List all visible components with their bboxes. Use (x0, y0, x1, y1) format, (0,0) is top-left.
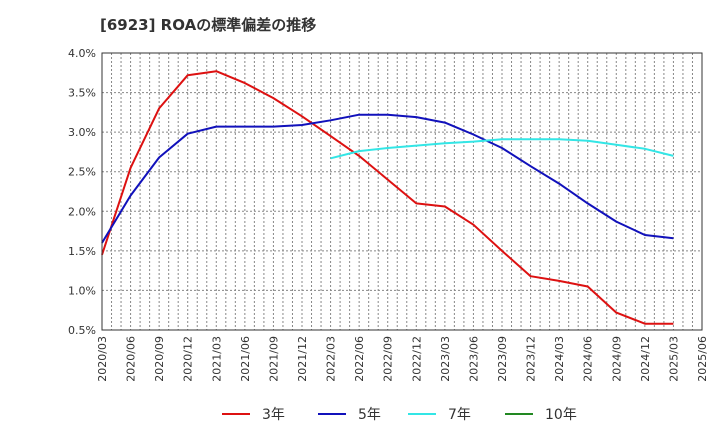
x-tick-label: 2022/06 (353, 336, 366, 382)
x-tick-label: 2020/06 (125, 336, 138, 382)
x-tick-label: 2023/03 (439, 336, 452, 382)
x-tick-label: 2022/03 (325, 336, 338, 382)
x-tick-label: 2020/09 (153, 336, 166, 382)
legend: 3年 5年 7年 10年 (222, 407, 577, 423)
legend-label-0: 3年 (262, 407, 285, 423)
x-tick-label: 2020/03 (96, 336, 109, 382)
y-axis-ticks: 0.5% 1.0% 1.5% 2.0% 2.5% 3.0% 3.5% 4.0% (68, 47, 96, 337)
x-tick-label: 2025/06 (696, 336, 709, 382)
x-tick-label: 2021/12 (296, 336, 309, 382)
x-tick-label: 2023/06 (467, 336, 480, 382)
y-tick-label: 0.5% (68, 324, 96, 337)
y-tick-label: 3.0% (68, 126, 96, 139)
x-tick-label: 2020/12 (182, 336, 195, 382)
x-tick-label: 2021/09 (267, 336, 280, 382)
series-lines (101, 70, 674, 325)
x-tick-label: 2023/09 (496, 336, 509, 382)
x-tick-label: 2024/03 (553, 336, 566, 382)
x-tick-label: 2025/03 (667, 336, 680, 382)
chart-title: [6923] ROAの標準偏差の推移 (100, 16, 317, 34)
plot-frame (101, 52, 703, 331)
x-axis-ticks: 2020/03 2020/06 2020/09 2020/12 2021/03 2021/… (96, 336, 709, 382)
x-tick-label: 2021/03 (210, 336, 223, 382)
y-tick-label: 1.5% (68, 245, 96, 258)
y-tick-label: 3.5% (68, 87, 96, 100)
legend-label-2: 7年 (448, 407, 471, 423)
legend-label-3: 10年 (545, 407, 577, 423)
x-tick-label: 2024/09 (610, 336, 623, 382)
series-line-1 (101, 113, 674, 244)
x-tick-label: 2024/06 (582, 336, 595, 382)
y-tick-label: 4.0% (68, 47, 96, 60)
series-line-0 (101, 70, 674, 325)
y-tick-label: 2.5% (68, 166, 96, 179)
y-tick-label: 1.0% (68, 284, 96, 297)
x-tick-label: 2023/12 (525, 336, 538, 382)
legend-label-1: 5年 (358, 407, 381, 423)
x-tick-label: 2024/12 (639, 336, 652, 382)
x-tick-label: 2021/06 (239, 336, 252, 382)
series-line-2 (330, 138, 674, 160)
x-tick-label: 2022/09 (382, 336, 395, 382)
y-tick-label: 2.0% (68, 205, 96, 218)
x-tick-label: 2022/12 (410, 336, 423, 382)
